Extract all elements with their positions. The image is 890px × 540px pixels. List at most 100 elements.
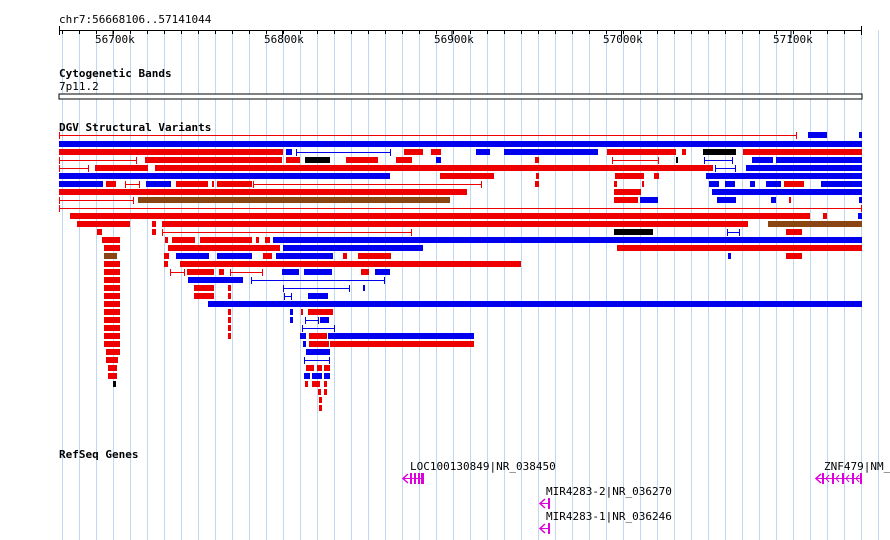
dgv-variant[interactable] (146, 181, 171, 187)
dgv-variant[interactable] (228, 309, 231, 315)
dgv-variant[interactable] (312, 381, 320, 387)
dgv-variant[interactable] (300, 333, 306, 339)
dgv-variant[interactable] (404, 149, 423, 155)
dgv-variant[interactable] (682, 149, 686, 155)
dgv-variant[interactable] (104, 285, 120, 291)
dgv-variant[interactable] (263, 253, 272, 259)
dgv-variant[interactable] (286, 157, 300, 163)
dgv-variant[interactable] (217, 253, 252, 259)
dgv-variant[interactable] (319, 397, 322, 403)
dgv-variant[interactable] (504, 149, 598, 155)
dgv-variant[interactable] (104, 261, 120, 267)
dgv-variant[interactable] (290, 309, 293, 315)
dgv-variant[interactable] (194, 285, 214, 291)
cytoband-label[interactable]: 7p11.2 (59, 80, 99, 93)
dgv-variant[interactable] (180, 261, 521, 267)
dgv-variant[interactable] (187, 269, 214, 275)
gene-exon[interactable] (421, 473, 424, 484)
dgv-variant[interactable] (228, 333, 231, 339)
dgv-variant[interactable] (431, 149, 441, 155)
gene-exon[interactable] (418, 473, 420, 484)
dgv-variant[interactable] (768, 221, 862, 227)
dgv-variant[interactable] (363, 285, 365, 291)
dgv-variant[interactable] (104, 269, 120, 275)
dgv-variant[interactable] (306, 365, 314, 371)
dgv-variant[interactable] (212, 181, 214, 187)
dgv-variant[interactable] (164, 261, 168, 267)
dgv-variant[interactable] (728, 253, 731, 259)
dgv-variant[interactable] (330, 341, 474, 347)
dgv-variant[interactable] (77, 221, 130, 227)
dgv-variant[interactable] (217, 181, 252, 187)
dgv-variant[interactable] (617, 245, 862, 251)
dgv-variant[interactable] (102, 237, 120, 243)
dgv-variant[interactable] (859, 132, 862, 138)
dgv-variant[interactable] (104, 309, 120, 315)
dgv-variant[interactable] (290, 317, 293, 323)
dgv-variant[interactable] (152, 221, 156, 227)
dgv-variant[interactable] (108, 365, 117, 371)
dgv-variant[interactable] (396, 157, 412, 163)
dgv-variant[interactable] (104, 253, 117, 259)
dgv-variant[interactable] (228, 325, 231, 331)
dgv-variant[interactable] (301, 309, 303, 315)
dgv-variant[interactable] (784, 181, 804, 187)
gene-exon[interactable] (548, 498, 550, 509)
dgv-variant[interactable] (476, 149, 490, 155)
dgv-variant[interactable] (228, 293, 231, 299)
dgv-variant[interactable] (766, 181, 781, 187)
gene-label[interactable]: MIR4283-1|NR_036246 (546, 510, 672, 523)
dgv-variant[interactable] (200, 237, 252, 243)
dgv-variant[interactable] (786, 253, 802, 259)
dgv-variant[interactable] (676, 157, 678, 163)
dgv-variant[interactable] (106, 349, 120, 355)
dgv-variant[interactable] (324, 381, 327, 387)
dgv-variant[interactable] (328, 333, 474, 339)
dgv-variant[interactable] (162, 221, 748, 227)
dgv-variant[interactable] (304, 269, 332, 275)
dgv-variant[interactable] (614, 181, 617, 187)
dgv-variant[interactable] (346, 157, 378, 163)
dgv-variant[interactable] (808, 132, 827, 138)
dgv-variant[interactable] (642, 181, 644, 187)
gene-exon[interactable] (822, 473, 824, 484)
dgv-variant[interactable] (283, 245, 423, 251)
dgv-variant[interactable] (70, 213, 810, 219)
dgv-variant[interactable] (104, 333, 120, 339)
dgv-variant[interactable] (106, 357, 118, 363)
dgv-variant[interactable] (188, 277, 243, 283)
dgv-variant[interactable] (821, 181, 862, 187)
dgv-variant[interactable] (172, 237, 195, 243)
dgv-variant[interactable] (273, 237, 862, 243)
dgv-variant[interactable] (276, 253, 333, 259)
dgv-variant[interactable] (614, 189, 641, 195)
dgv-variant[interactable] (256, 237, 259, 243)
dgv-variant[interactable] (786, 229, 802, 235)
gene-exon[interactable] (832, 473, 834, 484)
dgv-variant[interactable] (104, 293, 120, 299)
dgv-variant[interactable] (789, 197, 791, 203)
dgv-variant[interactable] (104, 317, 120, 323)
dgv-variant[interactable] (771, 197, 776, 203)
dgv-variant[interactable] (859, 197, 862, 203)
dgv-variant[interactable] (176, 253, 209, 259)
dgv-variant[interactable] (104, 277, 120, 283)
dgv-variant[interactable] (717, 197, 736, 203)
dgv-variant[interactable] (155, 165, 713, 171)
dgv-variant[interactable] (436, 157, 441, 163)
dgv-variant[interactable] (750, 181, 755, 187)
dgv-variant[interactable] (324, 373, 330, 379)
dgv-variant[interactable] (106, 181, 116, 187)
gene-exon[interactable] (852, 473, 854, 484)
dgv-variant[interactable] (228, 285, 231, 291)
dgv-variant[interactable] (440, 173, 494, 179)
dgv-variant[interactable] (104, 301, 120, 307)
dgv-variant[interactable] (176, 181, 208, 187)
dgv-variant[interactable] (219, 269, 224, 275)
dgv-variant[interactable] (309, 333, 327, 339)
dgv-variant[interactable] (375, 269, 390, 275)
dgv-variant[interactable] (640, 197, 658, 203)
dgv-variant[interactable] (320, 317, 329, 323)
dgv-variant[interactable] (104, 341, 120, 347)
dgv-variant[interactable] (607, 149, 676, 155)
